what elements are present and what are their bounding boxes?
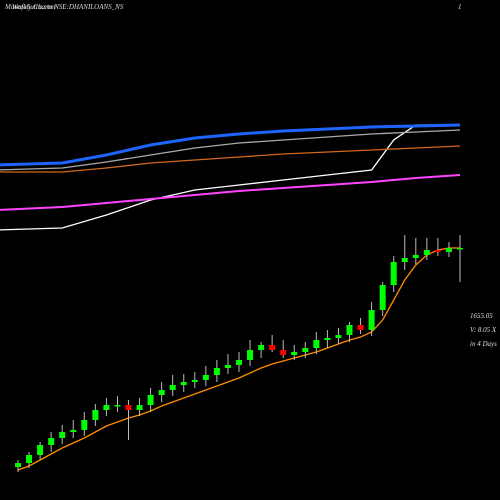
line-series bbox=[17, 247, 460, 471]
candle-body bbox=[313, 340, 320, 348]
candle-body bbox=[423, 250, 430, 255]
candle-body bbox=[158, 390, 165, 395]
candle-body bbox=[136, 405, 143, 410]
candle-body bbox=[224, 365, 231, 368]
candle-body bbox=[26, 455, 33, 463]
candle-body bbox=[103, 405, 110, 410]
days-label: in 4 Days bbox=[470, 340, 497, 348]
candle-body bbox=[236, 360, 242, 365]
candle-body bbox=[269, 345, 276, 350]
candle-body bbox=[48, 438, 55, 445]
candle-body bbox=[346, 325, 353, 335]
candle-body bbox=[191, 380, 198, 382]
candle-body bbox=[280, 350, 287, 355]
candle-body bbox=[169, 385, 176, 390]
candle-body bbox=[114, 405, 121, 407]
candle-body bbox=[379, 285, 386, 310]
candle-body bbox=[368, 310, 375, 330]
candle-body bbox=[445, 248, 452, 252]
line-series bbox=[0, 123, 461, 167]
site: MunafaSutra.com bbox=[4, 3, 55, 11]
candle-body bbox=[92, 410, 99, 420]
chart-title: Weekly Charts NSE:DHANILOANS_NS bbox=[12, 3, 124, 11]
line-series bbox=[0, 174, 461, 211]
candle-body bbox=[81, 420, 88, 430]
candle-body bbox=[180, 382, 187, 385]
line-series bbox=[0, 124, 460, 231]
candle-body bbox=[457, 248, 463, 250]
candle-body bbox=[291, 352, 298, 355]
candle-body bbox=[70, 430, 77, 432]
candle-body bbox=[258, 345, 265, 350]
candle-body bbox=[302, 348, 309, 352]
candle-body bbox=[37, 445, 44, 455]
line-series bbox=[0, 129, 461, 171]
candle-body bbox=[202, 375, 209, 380]
candle-body bbox=[335, 335, 342, 338]
candle-body bbox=[125, 405, 132, 410]
candle-body bbox=[247, 350, 254, 360]
candle-body bbox=[412, 255, 419, 258]
candle-body bbox=[390, 262, 397, 285]
candle-body bbox=[401, 258, 408, 262]
corner-label: 1 bbox=[458, 3, 462, 11]
candle-body bbox=[213, 368, 220, 375]
candle-body bbox=[59, 432, 66, 438]
candle-body bbox=[357, 325, 364, 330]
volume-label: V: 8.05 X bbox=[470, 326, 497, 334]
candle-body bbox=[15, 463, 21, 467]
candle-body bbox=[147, 395, 154, 405]
candle-body bbox=[324, 338, 331, 340]
price-label: 1655.05 bbox=[470, 312, 493, 320]
line-series bbox=[0, 145, 461, 173]
candle-body bbox=[434, 250, 441, 252]
